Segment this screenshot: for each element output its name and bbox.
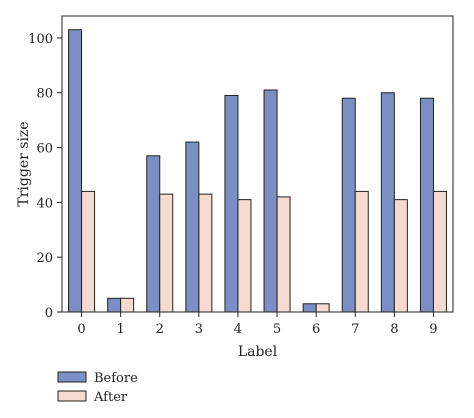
legend-label-before: Before [94,371,138,386]
y-tick-label: 20 [36,251,53,266]
legend: Before After [57,371,138,405]
bars-group [68,29,447,313]
bar-after-6 [315,303,330,313]
y-tick-label: 60 [36,142,53,157]
y-tick-label: 40 [36,196,53,211]
bar-before-9 [419,97,434,313]
plot-frame [61,15,454,313]
x-tick-label: 8 [390,322,398,337]
x-tick-label: 6 [312,322,320,337]
y-axis: 0 20 40 60 80 100 [28,32,62,321]
bar-before-4 [224,94,239,313]
x-tick-label: 0 [77,322,85,337]
bar-after-2 [159,193,174,313]
x-tick-label: 2 [156,322,164,337]
bar-before-0 [68,29,83,313]
x-tick-label: 1 [117,322,125,337]
legend-swatch-before [57,371,87,383]
bar-after-0 [81,190,96,313]
bar-after-5 [276,196,291,313]
y-tick-label: 100 [28,32,53,47]
bar-before-6 [302,303,317,313]
x-tick-label: 3 [195,322,203,337]
legend-label-after: After [93,390,128,405]
bar-after-4 [237,199,252,313]
x-tick-label: 7 [351,322,359,337]
bar-after-8 [393,199,408,313]
bar-after-9 [432,190,447,313]
bar-before-3 [185,141,200,313]
bar-before-8 [380,92,395,313]
bar-after-3 [198,193,213,313]
x-tick-label: 9 [429,322,437,337]
bar-before-7 [341,97,356,313]
x-axis-label: Label [238,344,278,360]
bar-before-1 [107,297,122,313]
y-axis-label: Trigger size [16,121,32,206]
bar-before-2 [146,155,161,313]
y-tick-label: 80 [36,87,53,102]
y-tick-label: 0 [45,306,53,321]
legend-swatch-after [57,390,87,402]
x-axis: 0 1 2 3 4 5 6 7 8 9 [77,312,438,337]
bar-after-1 [120,297,135,313]
bar-before-5 [263,89,278,313]
x-tick-label: 5 [273,322,281,337]
x-tick-label: 4 [234,322,242,337]
bar-after-7 [354,190,369,313]
